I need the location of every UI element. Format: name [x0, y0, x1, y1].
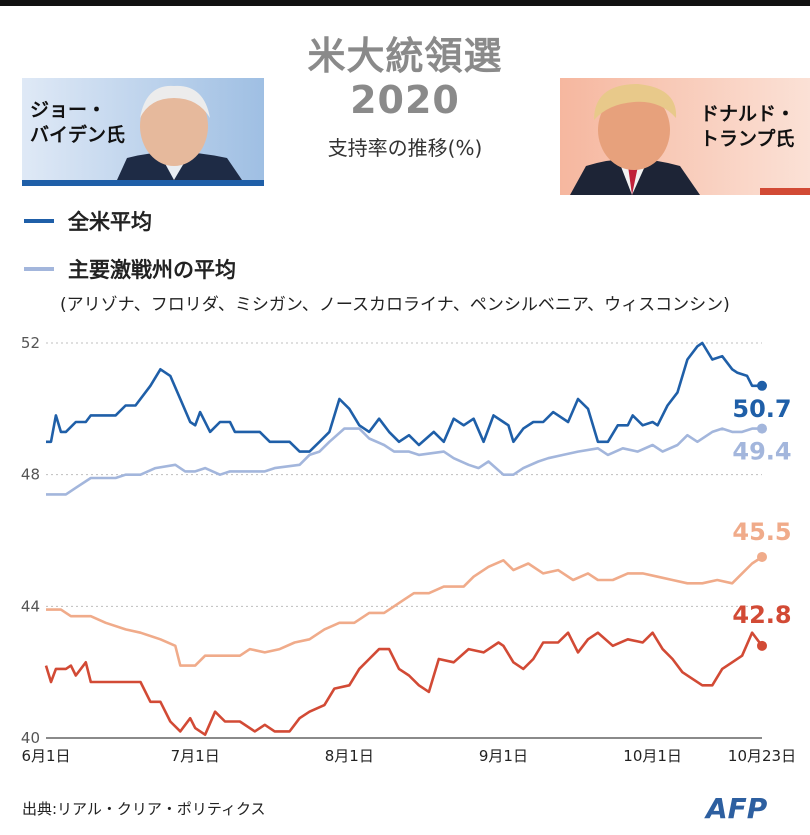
source-credit: 出典:リアル・クリア・ポリティクス [22, 800, 266, 818]
line-chart: 40 44 48 52 6月1日 7月1日 8月1日 9月1日 10月1日 10月23日 50.7 4… [21, 334, 796, 765]
series-end-label: 45.5 [732, 518, 791, 546]
series-line [46, 427, 762, 496]
series-end-label: 50.7 [732, 395, 791, 423]
series-end-label: 42.8 [732, 601, 791, 629]
series-end-marker [757, 551, 767, 562]
x-tick-label: 8月1日 [325, 747, 374, 765]
trump-name-line1: ドナルド・ [700, 103, 796, 125]
x-tick-label: 10月23日 [728, 747, 796, 765]
title-line1: 米大統領選 [307, 34, 503, 78]
y-tick-label: 52 [21, 334, 40, 352]
title-line2: 2020 [350, 78, 460, 122]
legend-battleground-states: (アリゾナ、フロリダ、ミシガン、ノースカロライナ、ペンシルベニア、ウィスコンシン… [60, 295, 730, 315]
biden-name: ジョー・ バイデン氏 [30, 98, 125, 148]
series-end-label: 49.4 [732, 438, 791, 466]
x-tick-label: 6月1日 [21, 747, 70, 765]
trump-name-line2: トランプ氏 [700, 128, 795, 150]
trump-photo-icon [560, 78, 810, 195]
legend-battleground-swatch [24, 267, 54, 271]
y-tick-label: 40 [21, 729, 40, 747]
series-end-marker [757, 640, 767, 651]
series-end-marker [757, 423, 767, 434]
legend-battleground: 主要激戦州の平均 [24, 254, 236, 284]
y-tick-label: 48 [21, 466, 40, 484]
legend-national: 全米平均 [24, 206, 152, 236]
x-tick-label: 7月1日 [171, 747, 220, 765]
biden-name-line1: ジョー・ [30, 99, 107, 121]
trump-portrait [560, 78, 810, 195]
page-title: 米大統領選 2020 [270, 34, 540, 122]
biden-photo-icon [22, 78, 264, 186]
trump-name: ドナルド・ トランプ氏 [700, 102, 795, 152]
series-end-marker [757, 380, 767, 391]
biden-name-line2: バイデン氏 [30, 124, 126, 146]
afp-logo: AFP [706, 792, 768, 825]
series-line [46, 341, 762, 453]
x-tick-label: 9月1日 [479, 747, 528, 765]
x-tick-label: 10月1日 [623, 747, 682, 765]
series-line [46, 555, 763, 667]
series-line [44, 631, 764, 736]
biden-portrait [22, 78, 264, 186]
chart-subtitle: 支持率の推移(%) [327, 136, 483, 160]
y-tick-label: 44 [21, 597, 40, 615]
legend-national-label: 全米平均 [68, 210, 152, 234]
top-bar [0, 0, 810, 6]
legend-national-swatch [24, 219, 54, 223]
legend-battleground-label: 主要激戦州の平均 [68, 258, 236, 282]
